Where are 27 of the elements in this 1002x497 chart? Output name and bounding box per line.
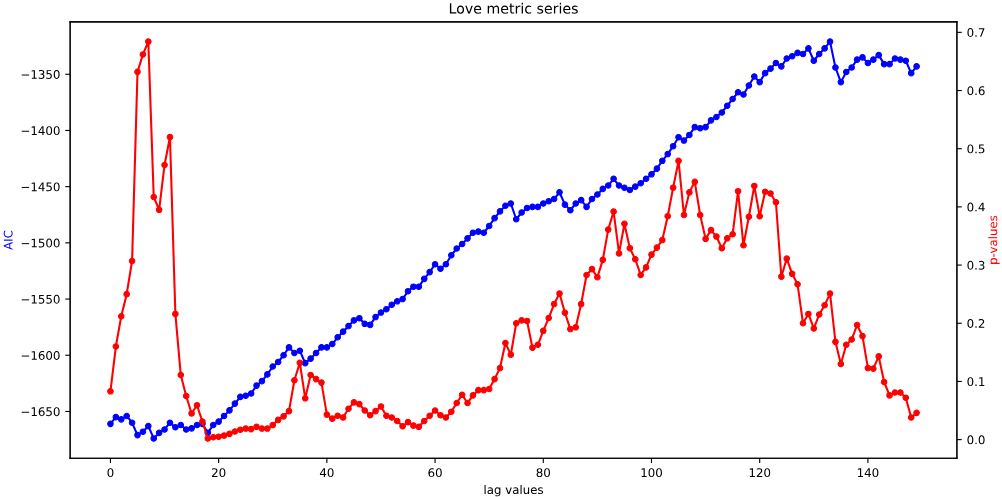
y-tick-label: −1600 bbox=[21, 350, 60, 360]
y-tick-label: −1500 bbox=[21, 238, 60, 248]
y2-tick-label: 0.6 bbox=[967, 86, 985, 96]
y-tick-label: −1650 bbox=[21, 407, 60, 417]
x-tick-label: 0 bbox=[107, 468, 114, 478]
y2-axis-title: p-values bbox=[988, 215, 1000, 264]
y2-tick-label: 0.0 bbox=[967, 435, 985, 445]
x-tick-label: 60 bbox=[428, 468, 442, 478]
y-tick-label: −1450 bbox=[21, 182, 60, 192]
y2-tick-label: 0.3 bbox=[967, 260, 985, 270]
x-axis-title: lag values bbox=[484, 484, 544, 497]
x-tick-label: 140 bbox=[857, 468, 879, 478]
y2-tick-label: 0.1 bbox=[967, 377, 985, 387]
y2-tick-label: 0.7 bbox=[967, 28, 985, 37]
y-tick-label: −1550 bbox=[21, 294, 60, 304]
y-tick-label: −1350 bbox=[21, 69, 60, 79]
y2-tick-label: 0.5 bbox=[967, 144, 985, 154]
x-tick-label: 120 bbox=[749, 468, 771, 478]
x-tick-label: 80 bbox=[536, 468, 551, 478]
y-tick-label: −1400 bbox=[21, 126, 60, 136]
y-axis-title: AIC bbox=[3, 230, 13, 250]
y2-tick-label: 0.2 bbox=[967, 318, 985, 328]
y2-tick-label: 0.4 bbox=[967, 202, 985, 212]
x-tick-label: 40 bbox=[319, 468, 334, 478]
chart-title: Love metric series bbox=[449, 2, 578, 14]
x-tick-label: 20 bbox=[212, 468, 226, 478]
x-tick-label: 100 bbox=[641, 468, 662, 478]
